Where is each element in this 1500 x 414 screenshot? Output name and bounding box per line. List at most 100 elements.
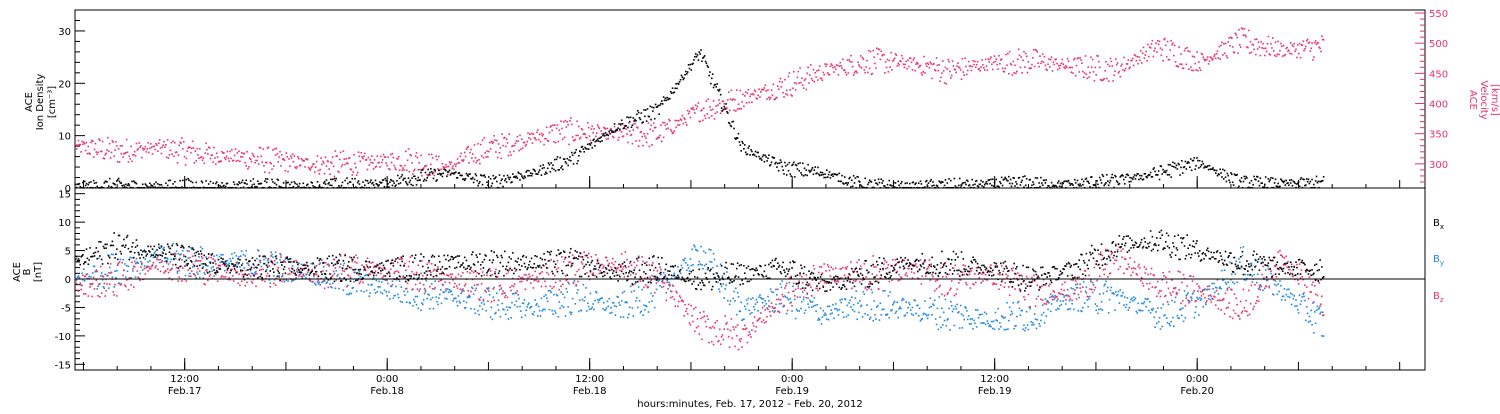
velocity-point	[655, 127, 657, 129]
density-point	[1158, 170, 1160, 172]
velocity-point	[694, 112, 696, 114]
bz-point	[259, 269, 261, 271]
density-point	[697, 54, 699, 56]
density-point	[674, 88, 676, 90]
bz-point	[511, 285, 513, 287]
by-point	[1032, 322, 1034, 324]
bz-point	[423, 284, 425, 286]
by-point	[635, 300, 637, 302]
by-point	[1199, 297, 1201, 299]
density-point	[715, 84, 717, 86]
velocity-point	[467, 146, 469, 148]
by-point	[757, 310, 759, 312]
by-point	[523, 303, 525, 305]
density-point	[642, 121, 644, 123]
density-point	[621, 119, 623, 121]
density-point	[1207, 165, 1209, 167]
bz-point	[679, 295, 681, 297]
density-point	[1000, 183, 1002, 185]
velocity-point	[310, 167, 312, 169]
velocity-point	[979, 68, 981, 70]
velocity-point	[910, 57, 912, 59]
velocity-point	[1240, 46, 1242, 48]
bz-point	[193, 264, 195, 266]
by-point	[1036, 328, 1038, 330]
velocity-point	[172, 141, 174, 143]
velocity-point	[748, 89, 750, 91]
by-point	[1133, 296, 1135, 298]
by-point	[684, 258, 686, 260]
velocity-point	[785, 93, 787, 95]
velocity-point	[750, 93, 752, 95]
velocity-point	[935, 70, 937, 72]
by-point	[1147, 298, 1149, 300]
velocity-point	[176, 151, 178, 153]
velocity-point	[277, 153, 279, 155]
by-point	[316, 265, 318, 267]
velocity-point	[307, 159, 309, 161]
density-point	[1309, 181, 1311, 183]
density-point	[596, 140, 598, 142]
bz-point	[133, 286, 135, 288]
velocity-point	[971, 66, 973, 68]
density-point	[253, 178, 255, 180]
density-point	[296, 183, 298, 185]
velocity-point	[1136, 60, 1138, 62]
velocity-point	[1062, 59, 1064, 61]
density-point	[698, 51, 700, 53]
density-point	[568, 159, 570, 161]
density-point	[1292, 185, 1294, 187]
by-point	[686, 269, 688, 271]
by-point	[551, 310, 553, 312]
velocity-point	[671, 131, 673, 133]
bz-point	[239, 285, 241, 287]
bz-point	[112, 291, 114, 293]
velocity-point	[1154, 48, 1156, 50]
by-point	[1127, 297, 1129, 299]
density-point	[375, 180, 377, 182]
bz-point	[274, 260, 276, 262]
by-point	[1202, 306, 1204, 308]
velocity-point	[344, 164, 346, 166]
velocity-point	[1184, 50, 1186, 52]
by-point	[610, 307, 612, 309]
density-point	[1082, 184, 1084, 186]
by-point	[1141, 303, 1143, 305]
velocity-point	[492, 141, 494, 143]
velocity-point	[1294, 50, 1296, 52]
bz-point	[580, 256, 582, 258]
velocity-point	[354, 163, 356, 165]
velocity-point	[105, 153, 107, 155]
bz-point	[362, 282, 364, 284]
density-point	[1161, 166, 1163, 168]
by-point	[537, 315, 539, 317]
velocity-point	[738, 103, 740, 105]
by-point	[527, 304, 529, 306]
density-point	[1159, 179, 1161, 181]
by-point	[401, 286, 403, 288]
velocity-point	[880, 50, 882, 52]
density-point	[843, 183, 845, 185]
velocity-point	[1323, 39, 1325, 41]
velocity-point	[744, 95, 746, 97]
by-point	[144, 265, 146, 267]
by-point	[92, 272, 94, 274]
bz-point	[162, 266, 164, 268]
by-point	[1077, 287, 1079, 289]
by-point	[1023, 324, 1025, 326]
density-axis-label: ACE Ion Density [cm⁻³]	[24, 74, 58, 131]
velocity-point	[147, 142, 149, 144]
by-point	[888, 295, 890, 297]
by-point	[975, 309, 977, 311]
bz-point	[262, 269, 264, 271]
velocity-point	[322, 161, 324, 163]
velocity-point	[933, 63, 935, 65]
velocity-point	[182, 148, 184, 150]
by-point	[552, 313, 554, 315]
by-point	[541, 298, 543, 300]
velocity-point	[1170, 40, 1172, 42]
by-point	[1187, 292, 1189, 294]
velocity-point	[374, 159, 376, 161]
velocity-point	[495, 151, 497, 153]
